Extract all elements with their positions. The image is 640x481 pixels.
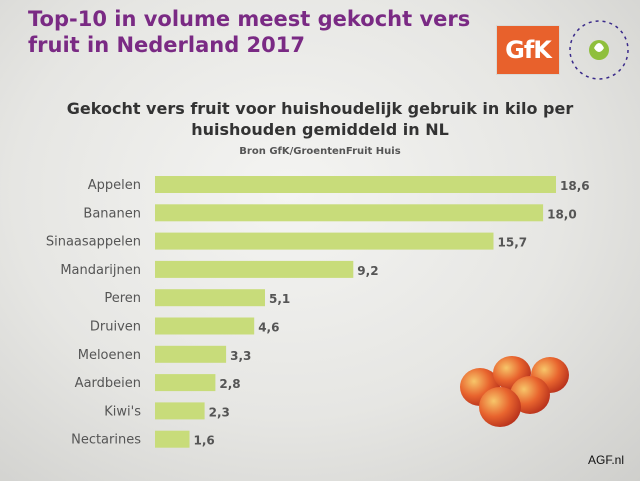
bar (155, 260, 354, 278)
apples-image (460, 356, 569, 427)
value-label: 2,3 (209, 405, 230, 419)
bar (155, 430, 190, 448)
bar (155, 204, 544, 222)
value-label: 4,6 (258, 321, 279, 335)
value-label: 18,6 (560, 179, 590, 193)
category-label: Mandarijnen (60, 263, 141, 278)
value-label: 18,0 (547, 207, 577, 221)
value-label: 3,3 (230, 349, 251, 363)
category-label: Peren (104, 291, 141, 306)
category-label: Druiven (90, 320, 141, 335)
category-label: Appelen (88, 178, 141, 193)
category-label: Kiwi's (104, 404, 141, 419)
value-label: 1,6 (194, 434, 215, 448)
bar (155, 402, 205, 420)
category-label: Aardbeien (75, 376, 141, 391)
chart-source: Bron GfK/GroentenFruit Huis (239, 146, 401, 157)
value-label: 5,1 (269, 292, 290, 306)
watermark: AGF.nl (587, 453, 624, 467)
bar (155, 374, 216, 392)
bar (155, 345, 227, 363)
slide-title: Top-10 in volume meest gekocht vers frui… (28, 7, 471, 57)
bar (155, 317, 255, 335)
category-label: Bananen (83, 206, 141, 221)
groentenfruit-huis-logo (569, 20, 629, 80)
category-label: Nectarines (71, 433, 141, 448)
value-label: 2,8 (219, 377, 240, 391)
category-label: Sinaasappelen (46, 235, 141, 250)
gfk-logo-text: GfK (505, 36, 552, 64)
value-label: 15,7 (498, 236, 528, 250)
value-label: 9,2 (357, 264, 378, 278)
bar (155, 232, 494, 250)
bar (155, 289, 265, 307)
category-label: Meloenen (78, 348, 141, 363)
chart-title: Gekocht vers fruit voor huishoudelijk ge… (66, 99, 574, 139)
gfk-logo: GfK (497, 26, 559, 74)
bar (155, 176, 556, 193)
